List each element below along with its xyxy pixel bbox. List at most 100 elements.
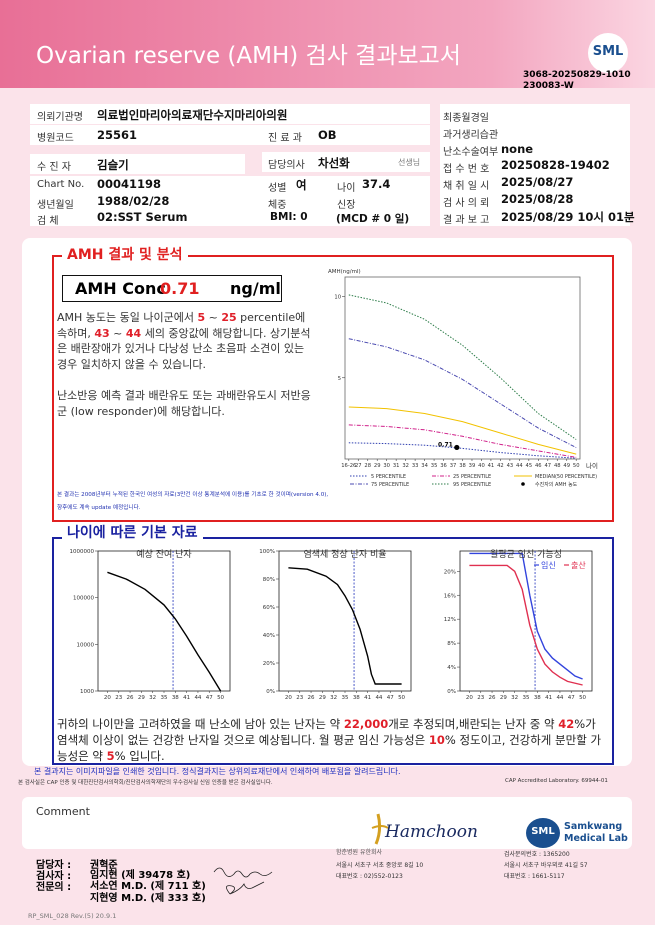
info-label: 채 취 일 시 (443, 181, 490, 192)
info-label: 병원코드 (37, 133, 74, 144)
info-label: 신장 (337, 200, 356, 211)
info-cell (30, 154, 245, 174)
amh-value-box (62, 275, 282, 302)
y-tick-label: 5 (338, 376, 341, 382)
x-tick-label: 29 (138, 695, 145, 701)
x-tick-label: 32 (330, 695, 337, 701)
age-chart: 0% 4% 8% 12% 16% 20% 20 23 26 29 32 35 38 41 44 47 50 월평균… (444, 548, 593, 701)
legend-label: 임신 (541, 561, 556, 570)
y-tick-label: 10000 (77, 642, 95, 648)
sig-role: 검사자 : (36, 871, 72, 882)
y-tick-label: 80% (263, 577, 275, 583)
y-tick-label: 0% (447, 689, 456, 695)
info-value: 00041198 (97, 177, 162, 191)
x-tick-label: 29 (319, 695, 326, 701)
sig-role: 담당자 : (36, 860, 72, 871)
report-id: 3068-20250829-1010 (523, 70, 631, 80)
y-tick-label: 8% (447, 641, 456, 647)
sig-name: 권혁준 (90, 860, 118, 871)
x-tick-label: 44 (556, 695, 563, 701)
amh-value: 0.71 (160, 279, 200, 298)
text-part: AMH 농도는 동일 나이군에서 (57, 311, 198, 324)
sig-role: 전문의 : (36, 882, 72, 893)
lab-address: 서울시 서초구 바우뫼로 41길 57 (504, 862, 588, 869)
x-tick-label: 50 (217, 695, 224, 701)
legend-label: MEDIAN(50 PERCENTILE) (535, 474, 597, 480)
x-tick-label: 35 (523, 695, 530, 701)
sig-name: 지현영 M.D. (제 333 호) (90, 893, 206, 904)
x-tick-label: 50 (398, 695, 405, 701)
x-tick-label: 23 (477, 695, 484, 701)
series-line (469, 564, 583, 686)
x-tick-label: 30 (383, 463, 390, 469)
plot-frame (278, 550, 412, 692)
x-tick-label: 31 (393, 463, 400, 469)
x-tick-label: 45 (526, 463, 533, 469)
amh-label: AMH Conc (75, 279, 166, 298)
x-tick-label: 46 (535, 463, 542, 469)
comment-title: Comment (36, 805, 90, 818)
x-tick-label: 41 (488, 463, 495, 469)
legend-label: 75 PERCENTILE (371, 482, 409, 488)
series-line (348, 442, 577, 459)
info-value: (MCD # 0 일) (336, 213, 410, 225)
cap-notice: 본 검사실은 CAP 인증 및 대한진단검사의학회/진단검사의학재단의 우수검사… (18, 780, 273, 786)
info-label: 최종월경일 (443, 113, 489, 124)
x-tick-label: 49 (563, 463, 570, 469)
clinic-logo (371, 813, 389, 845)
legend-label: 수진자의 AMH 농도 (535, 481, 578, 488)
info-value: 25561 (97, 128, 138, 142)
x-tick-label: 36 (440, 463, 447, 469)
cap-id: CAP Accredited Laboratory. 69944-01 (505, 778, 608, 784)
plot-frame (344, 276, 581, 460)
x-axis-label: 나이 (586, 461, 598, 470)
text-part: 귀하의 나이만을 고려하였을 때 난소에 남아 있는 난자는 약 (57, 717, 344, 731)
amh-analysis: AMH 농도는 동일 나이군에서 5 ~ 25 percentile에 속하며,… (57, 310, 315, 372)
x-tick-label: 47 (387, 695, 394, 701)
info-label: 검 사 의 뢰 (443, 198, 490, 209)
legend-label: 95 PERCENTILE (453, 482, 491, 488)
series-line (288, 567, 402, 685)
series-line (348, 338, 577, 449)
header-band (0, 0, 655, 88)
logo-stroke (374, 813, 382, 845)
info-value: 여 (296, 178, 307, 192)
y-tick-label: 20% (444, 569, 456, 575)
legend-label: 5 PERCENTILE (371, 474, 406, 480)
x-tick-label: 50 (579, 695, 586, 701)
amh-unit: ng/ml (230, 279, 281, 298)
x-tick-label: 41 (545, 695, 552, 701)
info-value: 의료법인마리아의료재단수지마리아의원 (97, 108, 288, 122)
plot-frame (97, 550, 231, 692)
info-label: 의뢰기관명 (37, 112, 83, 123)
lab-inquiry: 검사문의번호 : 1365200 (504, 851, 570, 858)
x-tick-label: 26 (127, 695, 134, 701)
x-tick-label: 47 (568, 695, 575, 701)
legend-label: 출산 (571, 560, 586, 570)
image-notice: 본 결과지는 이미지파일을 인쇄한 것입니다. 정식결과지는 상위의료재단에서 … (34, 767, 401, 776)
section-title: AMH 결과 및 분석 (62, 244, 188, 264)
x-tick-label: 32 (149, 695, 156, 701)
age-chart: 1000 10000 100000 1000000 20 23 26 29 32 35 38 41 44… (70, 548, 231, 701)
clinic-subtitle: 함춘병원 유한회사 (336, 849, 383, 856)
age-chart: 0% 20% 40% 60% 80% 100% 20 23 26 29 32 35 38 41 44 47 50… (259, 549, 412, 701)
x-tick-label: 43 (507, 463, 514, 469)
x-tick-label: 26 (489, 695, 496, 701)
info-value: 2025/08/29 10시 01분 (501, 210, 635, 224)
x-tick-label: 38 (534, 695, 541, 701)
y-tick-label: 12% (444, 617, 456, 623)
x-tick-label: 44 (516, 463, 523, 469)
info-label: 결 과 보 고 (443, 215, 490, 226)
highlight-figure: 5 (197, 311, 206, 324)
x-tick-label: 35 (161, 695, 168, 701)
y-tick-label: 10 (334, 295, 341, 301)
x-tick-label: 38 (459, 463, 466, 469)
highlight-figure: 44 (125, 326, 142, 340)
lab-logo-circle (526, 818, 560, 848)
x-tick-label: 29 (500, 695, 507, 701)
x-tick-label: 20 (466, 695, 473, 701)
info-label: Chart No. (37, 179, 85, 190)
text-part: % 정도이고, 건강하게 분만할 가능성은 약 (57, 733, 602, 763)
y-tick-label: 16% (444, 593, 456, 599)
